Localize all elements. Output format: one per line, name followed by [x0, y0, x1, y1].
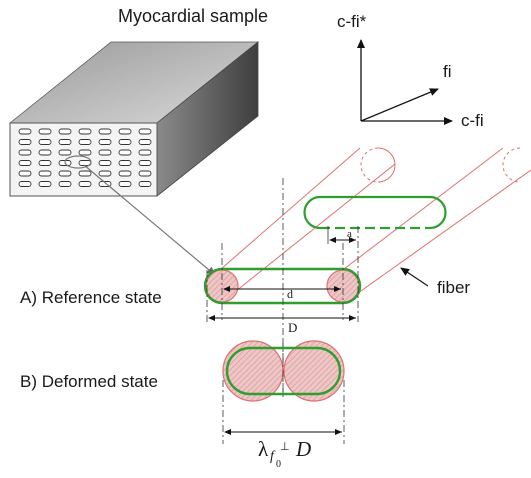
block-fiber-slot: [138, 128, 152, 135]
axis-label-cfi-star: c-fi*: [337, 12, 367, 31]
block-fiber-slot: [98, 139, 112, 145]
block-fiber-slot: [118, 170, 132, 177]
dimension-D-label: D: [288, 320, 298, 335]
block-fiber-slot: [138, 160, 152, 166]
block-fiber-slot: [18, 128, 32, 135]
deformed-fiber-right: [283, 340, 345, 402]
block-fiber-slot: [118, 160, 132, 166]
block-fiber-slot: [18, 160, 32, 166]
block-fiber-slot: [78, 181, 92, 187]
stretch-label: λ f 0 ⊥ D: [258, 437, 348, 471]
deformed-matrix-outline: [225, 346, 342, 396]
block-fiber-slot: [58, 170, 72, 177]
block-fiber-slot: [38, 149, 52, 156]
stretch-D: D: [296, 437, 312, 461]
axis-label-fi: fi: [443, 62, 452, 81]
axis-fi-arrow: [360, 88, 439, 122]
block-fiber-slot: [118, 181, 132, 187]
block-fiber-slot: [18, 149, 32, 156]
selection-pointer-line: [83, 164, 216, 276]
fiber-label: fiber: [437, 278, 471, 297]
block-fiber-slot: [78, 139, 92, 145]
block-fiber-slot: [38, 170, 52, 177]
block-fiber-slot: [58, 181, 72, 187]
block-fiber-slots: [18, 128, 152, 187]
stretch-sub-f: f: [270, 449, 274, 464]
block-fiber-slot: [58, 139, 72, 145]
reference-state-label: A) Reference state: [20, 288, 162, 307]
coordinate-axes: [357, 39, 453, 125]
block-fiber-slot: [78, 149, 92, 156]
block-fiber-slot: [38, 139, 52, 145]
block-fiber-slot: [18, 181, 32, 187]
block-fiber-slot: [38, 160, 52, 166]
block-fiber-slot: [138, 181, 152, 187]
block-fiber-slot: [138, 170, 152, 177]
dimension-a-label: a: [347, 228, 352, 240]
deformed-cross-section: [222, 340, 345, 444]
block-fiber-slot: [98, 170, 112, 177]
fiber-cylinders: [220, 147, 531, 304]
block-fiber-slot: [78, 128, 92, 135]
dimension-d-label: d: [287, 287, 293, 301]
block-fiber-slot: [78, 170, 92, 177]
block-fiber-slot: [118, 149, 132, 156]
block-fiber-slot: [38, 128, 52, 135]
sample-title: Myocardial sample: [118, 6, 269, 26]
selected-fiber-highlight: [64, 155, 92, 169]
stretch-sup-perp: ⊥: [280, 441, 290, 453]
reference-cross-section: [203, 178, 362, 395]
fiber-leader-arrow: [400, 267, 429, 287]
block-fiber-slot: [58, 128, 72, 135]
deformed-fiber-left: [222, 340, 284, 402]
myocardial-block: [8, 41, 260, 197]
block-fiber-slot: [98, 160, 112, 166]
axis-label-cfi: c-fi: [461, 111, 484, 130]
stretch-lambda: λ: [258, 437, 269, 461]
block-fiber-slot: [38, 181, 52, 187]
block-fiber-slot: [98, 149, 112, 156]
block-fiber-slot: [18, 170, 32, 177]
block-fiber-slot: [118, 139, 132, 145]
deformed-state-label: B) Deformed state: [20, 372, 158, 391]
block-fiber-slot: [138, 139, 152, 145]
stretch-sub-0: 0: [276, 459, 281, 470]
block-fiber-slot: [58, 149, 72, 156]
block-fiber-slot: [138, 149, 152, 156]
block-fiber-slot: [18, 139, 32, 145]
block-fiber-slot: [98, 128, 112, 135]
block-fiber-slot: [118, 128, 132, 135]
